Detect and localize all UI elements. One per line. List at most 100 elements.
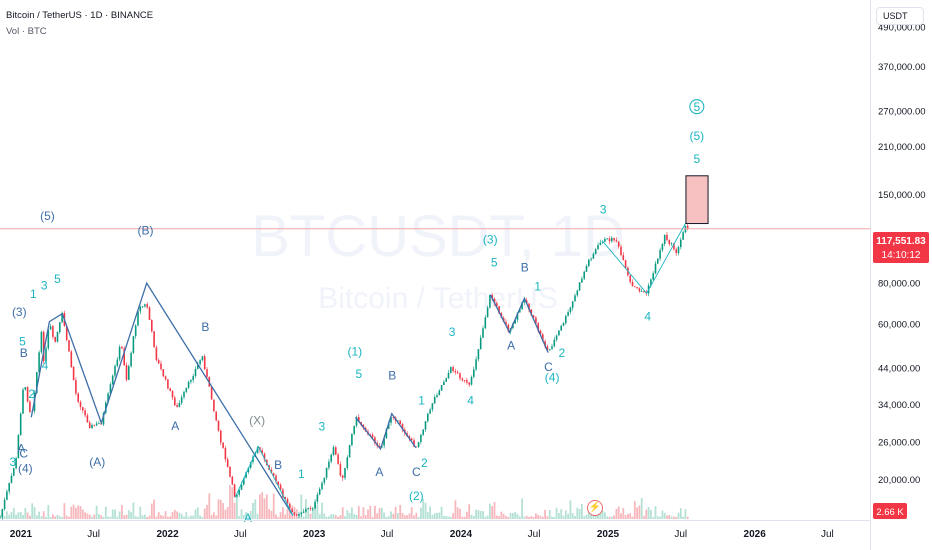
wave-label[interactable]: 2: [28, 387, 35, 401]
candle-body: [461, 378, 464, 381]
wave-label[interactable]: (4): [18, 461, 33, 475]
wave-label[interactable]: 3: [600, 202, 607, 216]
wave-label[interactable]: A: [244, 511, 252, 525]
time-axis[interactable]: 2021 Jul 2022 Jul 2023 Jul 2024 Jul 2025 Jul 2026 J…: [10, 529, 834, 540]
wave-label[interactable]: 3: [10, 455, 17, 469]
candle-body: [192, 376, 194, 381]
wave-label[interactable]: A: [17, 441, 25, 455]
candle-body: [72, 366, 75, 381]
wave-label[interactable]: 3: [319, 420, 326, 434]
lightning-icon[interactable]: ⚡: [587, 500, 603, 516]
candle-body: [70, 351, 73, 367]
volume-bar: [463, 516, 466, 519]
wave-label[interactable]: A: [507, 339, 515, 353]
wave-label[interactable]: (3): [483, 232, 498, 246]
volume-bar: [638, 505, 641, 519]
price-scale[interactable]: 490,000.00 370,000.00 270,000.00 210,000.00…: [878, 22, 926, 485]
wave-label[interactable]: 4: [42, 358, 49, 372]
volume-bar: [81, 509, 84, 519]
wave-label[interactable]: (2): [409, 489, 424, 503]
volume-bar: [75, 507, 77, 519]
wave-label[interactable]: B: [201, 320, 209, 334]
currency-button[interactable]: USDT: [876, 7, 924, 25]
wave-label[interactable]: 5: [693, 152, 700, 166]
wave-label[interactable]: 2: [558, 346, 565, 360]
volume-badge[interactable]: 2.66 K: [873, 503, 907, 519]
candle-body: [558, 330, 560, 336]
candle-body: [0, 517, 1, 518]
candle-body: [387, 422, 390, 429]
price-tick-label: 80,000.00: [878, 279, 920, 290]
current-price-tag[interactable]: 117,551.83 14:10:12: [873, 232, 929, 263]
wave-label[interactable]: (3): [12, 305, 27, 319]
wave-label[interactable]: C: [544, 360, 553, 374]
wave-label[interactable]: (4): [545, 370, 560, 384]
wave-label[interactable]: 2: [421, 456, 428, 470]
wave-label[interactable]: (X): [249, 413, 265, 427]
wave-label[interactable]: A: [375, 465, 383, 479]
volume-bar: [431, 514, 434, 519]
volume-bar: [325, 516, 328, 519]
wave-label[interactable]: 5: [19, 335, 26, 349]
wave-line[interactable]: [30, 313, 63, 418]
wave-label[interactable]: (5): [40, 209, 55, 223]
symbol-title[interactable]: Bitcoin / TetherUS · 1D · BINANCE: [6, 10, 154, 21]
volume-bar: [521, 498, 523, 519]
wave-label[interactable]: 1: [30, 287, 37, 301]
wave-label[interactable]: B: [388, 369, 396, 383]
wave-label[interactable]: 3: [41, 279, 48, 293]
volume-bar: [0, 514, 1, 519]
wave-label[interactable]: 1: [298, 467, 305, 481]
volume-bar: [236, 494, 238, 519]
wave-label[interactable]: 3: [449, 325, 456, 339]
wave-label[interactable]: 4: [644, 309, 651, 323]
candle-body: [118, 346, 121, 360]
wave-label[interactable]: 5: [491, 256, 498, 270]
wave-label[interactable]: (1): [347, 344, 362, 358]
candle-body: [401, 423, 404, 430]
wave-label[interactable]: 5: [54, 272, 61, 286]
wave-label[interactable]: A: [171, 419, 179, 433]
wave-line[interactable]: [601, 222, 687, 295]
volume-bar: [367, 509, 369, 519]
wave-label[interactable]: 5: [356, 367, 363, 381]
wave-label[interactable]: C: [412, 465, 421, 479]
wave-line[interactable]: [234, 445, 294, 516]
candle-body: [514, 319, 516, 324]
volume-bar: [231, 487, 234, 519]
volume-bar: [247, 516, 250, 519]
volume-bar: [530, 516, 533, 519]
volume-bar: [58, 516, 61, 519]
wave-label[interactable]: B: [521, 260, 529, 274]
volume-bar: [420, 507, 422, 519]
wave-label[interactable]: 5: [693, 100, 700, 114]
target-box[interactable]: [685, 175, 709, 225]
wave-label[interactable]: C: [19, 447, 28, 461]
wave-label[interactable]: 1: [418, 393, 425, 407]
candle-body: [231, 476, 234, 485]
wave-line[interactable]: [355, 412, 417, 451]
wave-label[interactable]: (5): [689, 129, 704, 143]
volume-bar: [392, 513, 395, 519]
wave-label[interactable]: (B): [137, 223, 153, 237]
wave-label[interactable]: 1: [534, 279, 541, 293]
candle-body: [622, 255, 625, 261]
volume-bar: [77, 505, 80, 519]
candle-body: [427, 413, 429, 422]
volume-legend[interactable]: Vol · BTC: [6, 26, 47, 37]
candle-body: [415, 446, 418, 448]
wave-label[interactable]: B: [20, 346, 28, 360]
candle-body: [102, 412, 105, 425]
wave-label[interactable]: 4: [467, 393, 474, 407]
volume-bar: [472, 515, 475, 519]
wave-label[interactable]: (A): [89, 455, 105, 469]
volume-bar: [426, 512, 429, 519]
candle-body: [374, 437, 376, 444]
candle-body: [640, 291, 643, 292]
candle-body: [581, 278, 583, 283]
volume-bar: [661, 510, 664, 519]
wave-label[interactable]: B: [274, 458, 282, 472]
wave-line[interactable]: [489, 294, 549, 353]
wave-line[interactable]: [61, 281, 294, 516]
